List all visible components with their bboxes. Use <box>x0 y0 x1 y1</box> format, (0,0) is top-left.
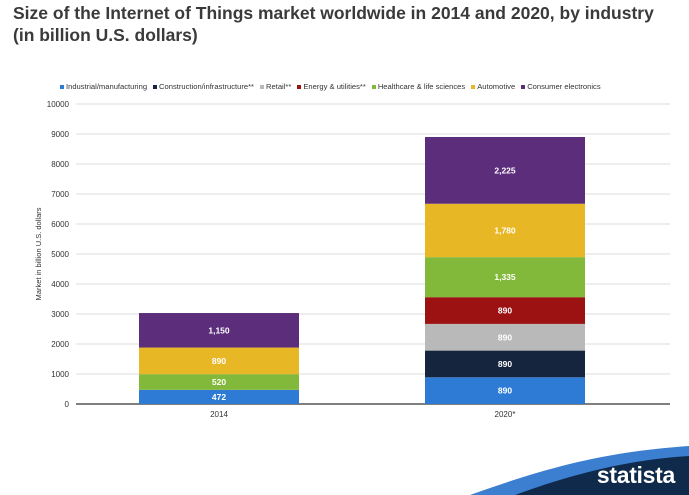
legend-label: Healthcare & life sciences <box>377 82 466 91</box>
bar-segment <box>139 389 299 404</box>
y-tick-label: 8000 <box>51 160 69 169</box>
y-tick-label: 10000 <box>47 100 70 109</box>
legend-label: Construction/infrastructure** <box>159 82 255 91</box>
legend-swatch <box>153 84 158 89</box>
y-tick-label: 2000 <box>51 340 69 349</box>
data-label: 520 <box>212 377 226 387</box>
y-tick-label: 1000 <box>51 370 69 379</box>
bar-segment <box>139 313 299 348</box>
legend-swatch <box>60 84 64 89</box>
bar-segment <box>425 297 585 324</box>
y-tick-label: 3000 <box>51 310 69 319</box>
legend-swatch <box>521 84 526 89</box>
y-tick-label: 4000 <box>51 280 69 289</box>
legend-label: Energy & utilities** <box>303 82 366 91</box>
y-tick-label: 9000 <box>51 130 69 139</box>
legend-swatch <box>260 84 265 89</box>
legend-label: Industrial/manufacturing <box>66 82 148 91</box>
legend-item: Consumer electronics <box>521 82 601 91</box>
x-tick-label: 2014 <box>210 410 228 419</box>
bar-segment <box>425 350 585 378</box>
x-tick-label: 2020* <box>495 410 516 419</box>
y-tick-label: 7000 <box>51 190 69 199</box>
bar-segment <box>139 374 299 390</box>
bar-segment <box>425 203 585 258</box>
legend-label: Retail** <box>266 82 292 91</box>
y-tick-label: 6000 <box>51 220 69 229</box>
data-label: 890 <box>498 332 512 342</box>
data-label: 890 <box>498 359 512 369</box>
data-label: 890 <box>498 306 512 316</box>
legend-label: Automotive <box>477 82 516 91</box>
data-label: 890 <box>498 386 512 396</box>
chart-legend: Industrial/manufacturing Construction/inf… <box>60 82 680 91</box>
bar-segment <box>139 347 299 375</box>
legend-item: Retail** <box>260 82 291 91</box>
data-label: 472 <box>212 392 226 402</box>
bar-segment <box>425 257 585 298</box>
legend-label: Consumer electronics <box>527 82 601 91</box>
y-tick-label: 5000 <box>51 250 69 259</box>
legend-item: Energy & utilities** <box>297 82 366 91</box>
legend-item: Automotive <box>471 82 515 91</box>
legend-swatch <box>297 84 302 89</box>
data-label: 1,780 <box>494 225 516 235</box>
chart-title: Size of the Internet of Things market wo… <box>13 3 654 45</box>
legend-swatch <box>371 84 376 89</box>
legend-swatch <box>471 84 476 89</box>
bar-segment <box>425 137 585 204</box>
bar-segment <box>425 323 585 351</box>
legend-item: Construction/infrastructure** <box>153 82 254 91</box>
legend-item: Healthcare & life sciences <box>371 82 466 91</box>
y-tick-label: 0 <box>65 400 70 409</box>
data-label: 2,225 <box>494 165 516 175</box>
data-label: 1,335 <box>494 272 516 282</box>
bar-segment <box>425 377 585 404</box>
data-label: 890 <box>212 356 226 366</box>
y-axis-label: Market in billion U.S. dollars <box>34 207 43 300</box>
data-label: 1,150 <box>208 325 230 335</box>
legend-item: Industrial/manufacturing <box>60 82 147 91</box>
